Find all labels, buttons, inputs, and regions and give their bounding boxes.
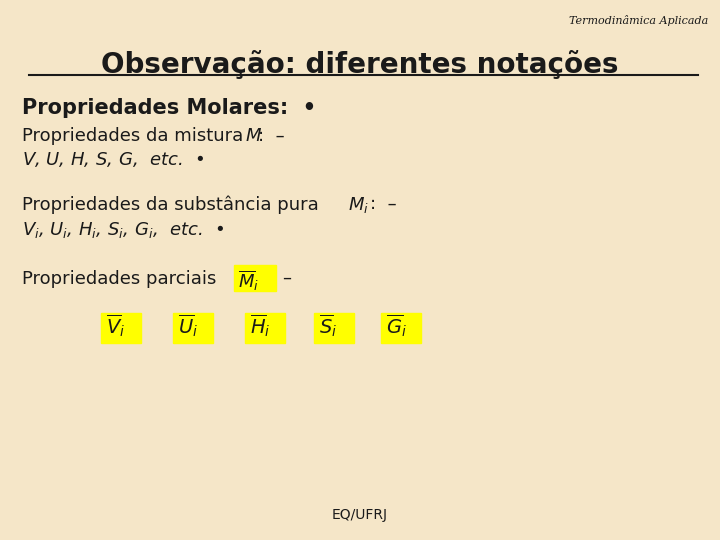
Text: Propriedades da mistura: Propriedades da mistura <box>22 127 249 145</box>
Text: $V$, $U$, $H$, $S$, $G$,  etc.  •: $V$, $U$, $H$, $S$, $G$, etc. • <box>22 150 204 169</box>
Text: Propriedades Molares:  •: Propriedades Molares: • <box>22 98 316 118</box>
Text: $\overline{V}_i$: $\overline{V}_i$ <box>106 313 125 339</box>
FancyBboxPatch shape <box>173 313 213 343</box>
Text: $V_i$, $U_i$, $H_i$, $S_i$, $G_i$,  etc.  •: $V_i$, $U_i$, $H_i$, $S_i$, $G_i$, etc. … <box>22 220 225 240</box>
Text: Observação: diferentes notações: Observação: diferentes notações <box>102 50 618 79</box>
Text: Propriedades da substância pura: Propriedades da substância pura <box>22 195 325 213</box>
FancyBboxPatch shape <box>245 313 285 343</box>
Text: $\overline{M}_i$: $\overline{M}_i$ <box>238 269 259 293</box>
Text: –: – <box>282 269 291 287</box>
Text: $\overline{H}_i$: $\overline{H}_i$ <box>250 313 271 339</box>
Text: $\overline{U}_i$: $\overline{U}_i$ <box>178 313 198 339</box>
FancyBboxPatch shape <box>314 313 354 343</box>
Text: $\overline{G}_i$: $\overline{G}_i$ <box>386 313 407 339</box>
Text: :  –: : – <box>258 127 284 145</box>
Text: Propriedades parciais: Propriedades parciais <box>22 270 217 288</box>
Text: :  –: : – <box>370 195 397 213</box>
FancyBboxPatch shape <box>234 265 276 291</box>
Text: $M$: $M$ <box>245 127 262 145</box>
Text: Termodinâmica Aplicada: Termodinâmica Aplicada <box>569 15 708 26</box>
Text: $\overline{S}_i$: $\overline{S}_i$ <box>319 313 337 339</box>
Text: $M_i$: $M_i$ <box>348 195 369 215</box>
FancyBboxPatch shape <box>101 313 141 343</box>
Text: EQ/UFRJ: EQ/UFRJ <box>332 508 388 522</box>
FancyBboxPatch shape <box>381 313 421 343</box>
